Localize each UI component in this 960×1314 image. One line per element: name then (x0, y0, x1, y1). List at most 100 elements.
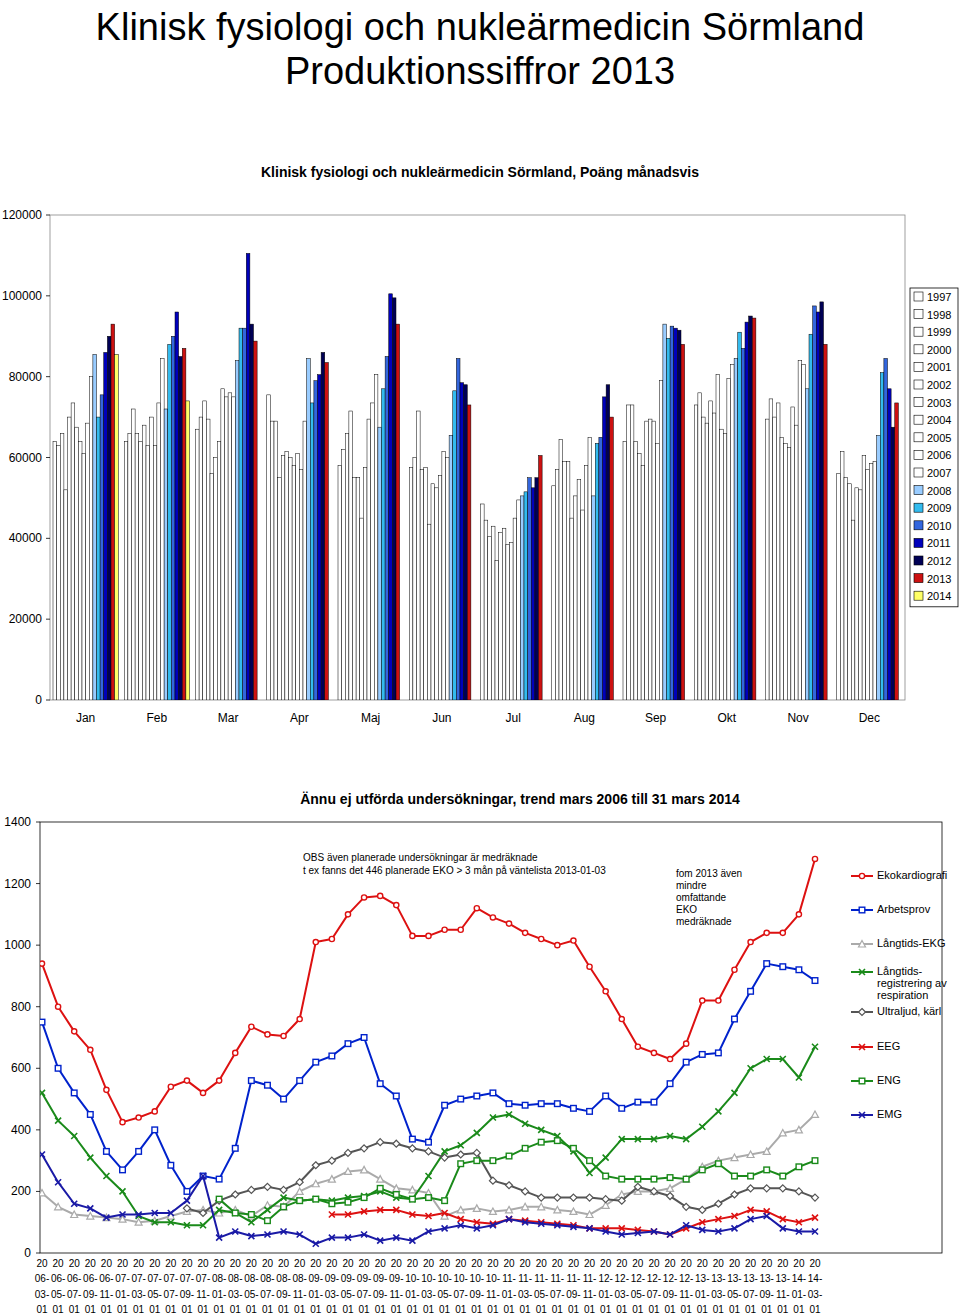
x-tick-label-part: 01- (695, 1289, 709, 1300)
point (571, 1146, 577, 1152)
series-line (42, 859, 815, 1122)
x-tick-label-part: 20 (262, 1258, 274, 1269)
point (458, 1216, 464, 1222)
y-tick (46, 538, 50, 539)
legend-marker (859, 1078, 865, 1084)
point (667, 1193, 674, 1200)
bar (716, 375, 720, 700)
x-tick-label: 2013-11-01 (776, 1258, 790, 1314)
x-tick-label: 2010-05-01 (437, 1258, 451, 1314)
x-tick-label: 2010-11-01 (486, 1258, 500, 1314)
point (812, 978, 818, 984)
y-tick-label: 100000 (2, 289, 42, 303)
point (764, 1056, 770, 1062)
point (200, 1222, 206, 1228)
x-tick-label: 2010-03-01 (421, 1258, 435, 1314)
x-tick-label: Sep (645, 711, 667, 725)
x-tick-label-part: 01 (632, 1304, 644, 1314)
bar (667, 338, 671, 700)
point (136, 1149, 142, 1155)
x-tick-label-part: 20 (648, 1258, 660, 1269)
point (699, 1206, 706, 1213)
x-tick-label-part: 11- (534, 1273, 548, 1284)
point (458, 1222, 464, 1228)
bar (254, 341, 258, 700)
point (716, 998, 721, 1003)
bar (813, 306, 817, 700)
bar (71, 403, 75, 700)
x-tick-label-part: 20 (809, 1258, 821, 1269)
x-tick-label-part: 05- (244, 1289, 258, 1300)
legend-marker (859, 907, 865, 913)
bar (603, 397, 607, 700)
x-tick-label: 2006-09-01 (83, 1258, 97, 1314)
point (731, 1225, 737, 1231)
y-tick (46, 457, 50, 458)
x-tick-label-part: 11- (518, 1273, 532, 1284)
point (296, 1188, 303, 1195)
y-tick-label: 800 (11, 1000, 31, 1014)
point (538, 1101, 544, 1107)
bar (453, 391, 457, 700)
point (297, 1232, 303, 1238)
point (281, 1228, 287, 1234)
x-tick-label: 2011-09-01 (566, 1258, 580, 1314)
point (40, 1151, 45, 1157)
legend-label: 2010 (927, 520, 951, 532)
series-line (42, 1114, 815, 1222)
x-tick-label: 2007-01-01 (115, 1258, 129, 1314)
y-tick (36, 822, 40, 823)
x-tick-label-part: 06- (35, 1273, 49, 1284)
bar (577, 480, 581, 700)
point (442, 1210, 448, 1216)
legend-marker (859, 1044, 865, 1050)
x-tick-label: 2006-03-01 (35, 1258, 49, 1314)
point (699, 1052, 705, 1058)
x-tick-label-part: 20 (278, 1258, 290, 1269)
x-tick-label-part: 01 (214, 1304, 226, 1314)
point (426, 1213, 432, 1219)
point (748, 1065, 754, 1071)
legend-label: 2011 (927, 537, 951, 549)
point (361, 1166, 368, 1173)
x-tick-label-part: 01 (697, 1304, 709, 1314)
x-tick-label-part: 20 (117, 1258, 129, 1269)
point (796, 912, 801, 917)
point (764, 1167, 770, 1173)
x-tick-label-part: 20 (665, 1258, 677, 1269)
bar (895, 403, 899, 700)
point (571, 1106, 577, 1112)
bar (431, 484, 435, 700)
x-tick-label-part: 11- (502, 1273, 516, 1284)
x-tick-label-part: 03- (131, 1289, 145, 1300)
x-tick-label: 2013-05-01 (727, 1258, 741, 1314)
point (87, 1155, 93, 1161)
x-tick-label-part: 20 (85, 1258, 97, 1269)
point (377, 1081, 383, 1087)
point (732, 1016, 738, 1022)
y-tick (46, 619, 50, 620)
x-tick-label-part: 10- (486, 1273, 500, 1284)
point (474, 1093, 480, 1099)
point (715, 1108, 721, 1114)
legend-swatch (914, 538, 923, 547)
point (522, 1146, 528, 1152)
point (281, 1096, 287, 1102)
y-tick (46, 295, 50, 296)
x-tick-label-part: 20 (342, 1258, 354, 1269)
bar (484, 520, 488, 700)
legend-swatch (914, 327, 923, 336)
bar (528, 478, 532, 700)
x-tick-label-part: 03- (615, 1289, 629, 1300)
point (56, 1004, 61, 1009)
point (458, 1161, 464, 1167)
legend-label: Långtids-EKG (877, 937, 957, 949)
bar (157, 403, 161, 700)
point (587, 1109, 593, 1115)
bar (296, 453, 300, 700)
x-tick-label-part: 01 (149, 1304, 161, 1314)
x-tick-label-part: 11- (679, 1289, 693, 1300)
x-tick-label: 2006-11-01 (99, 1258, 113, 1314)
bar (677, 330, 681, 700)
legend-label: Ultraljud, kärl (877, 1005, 957, 1017)
